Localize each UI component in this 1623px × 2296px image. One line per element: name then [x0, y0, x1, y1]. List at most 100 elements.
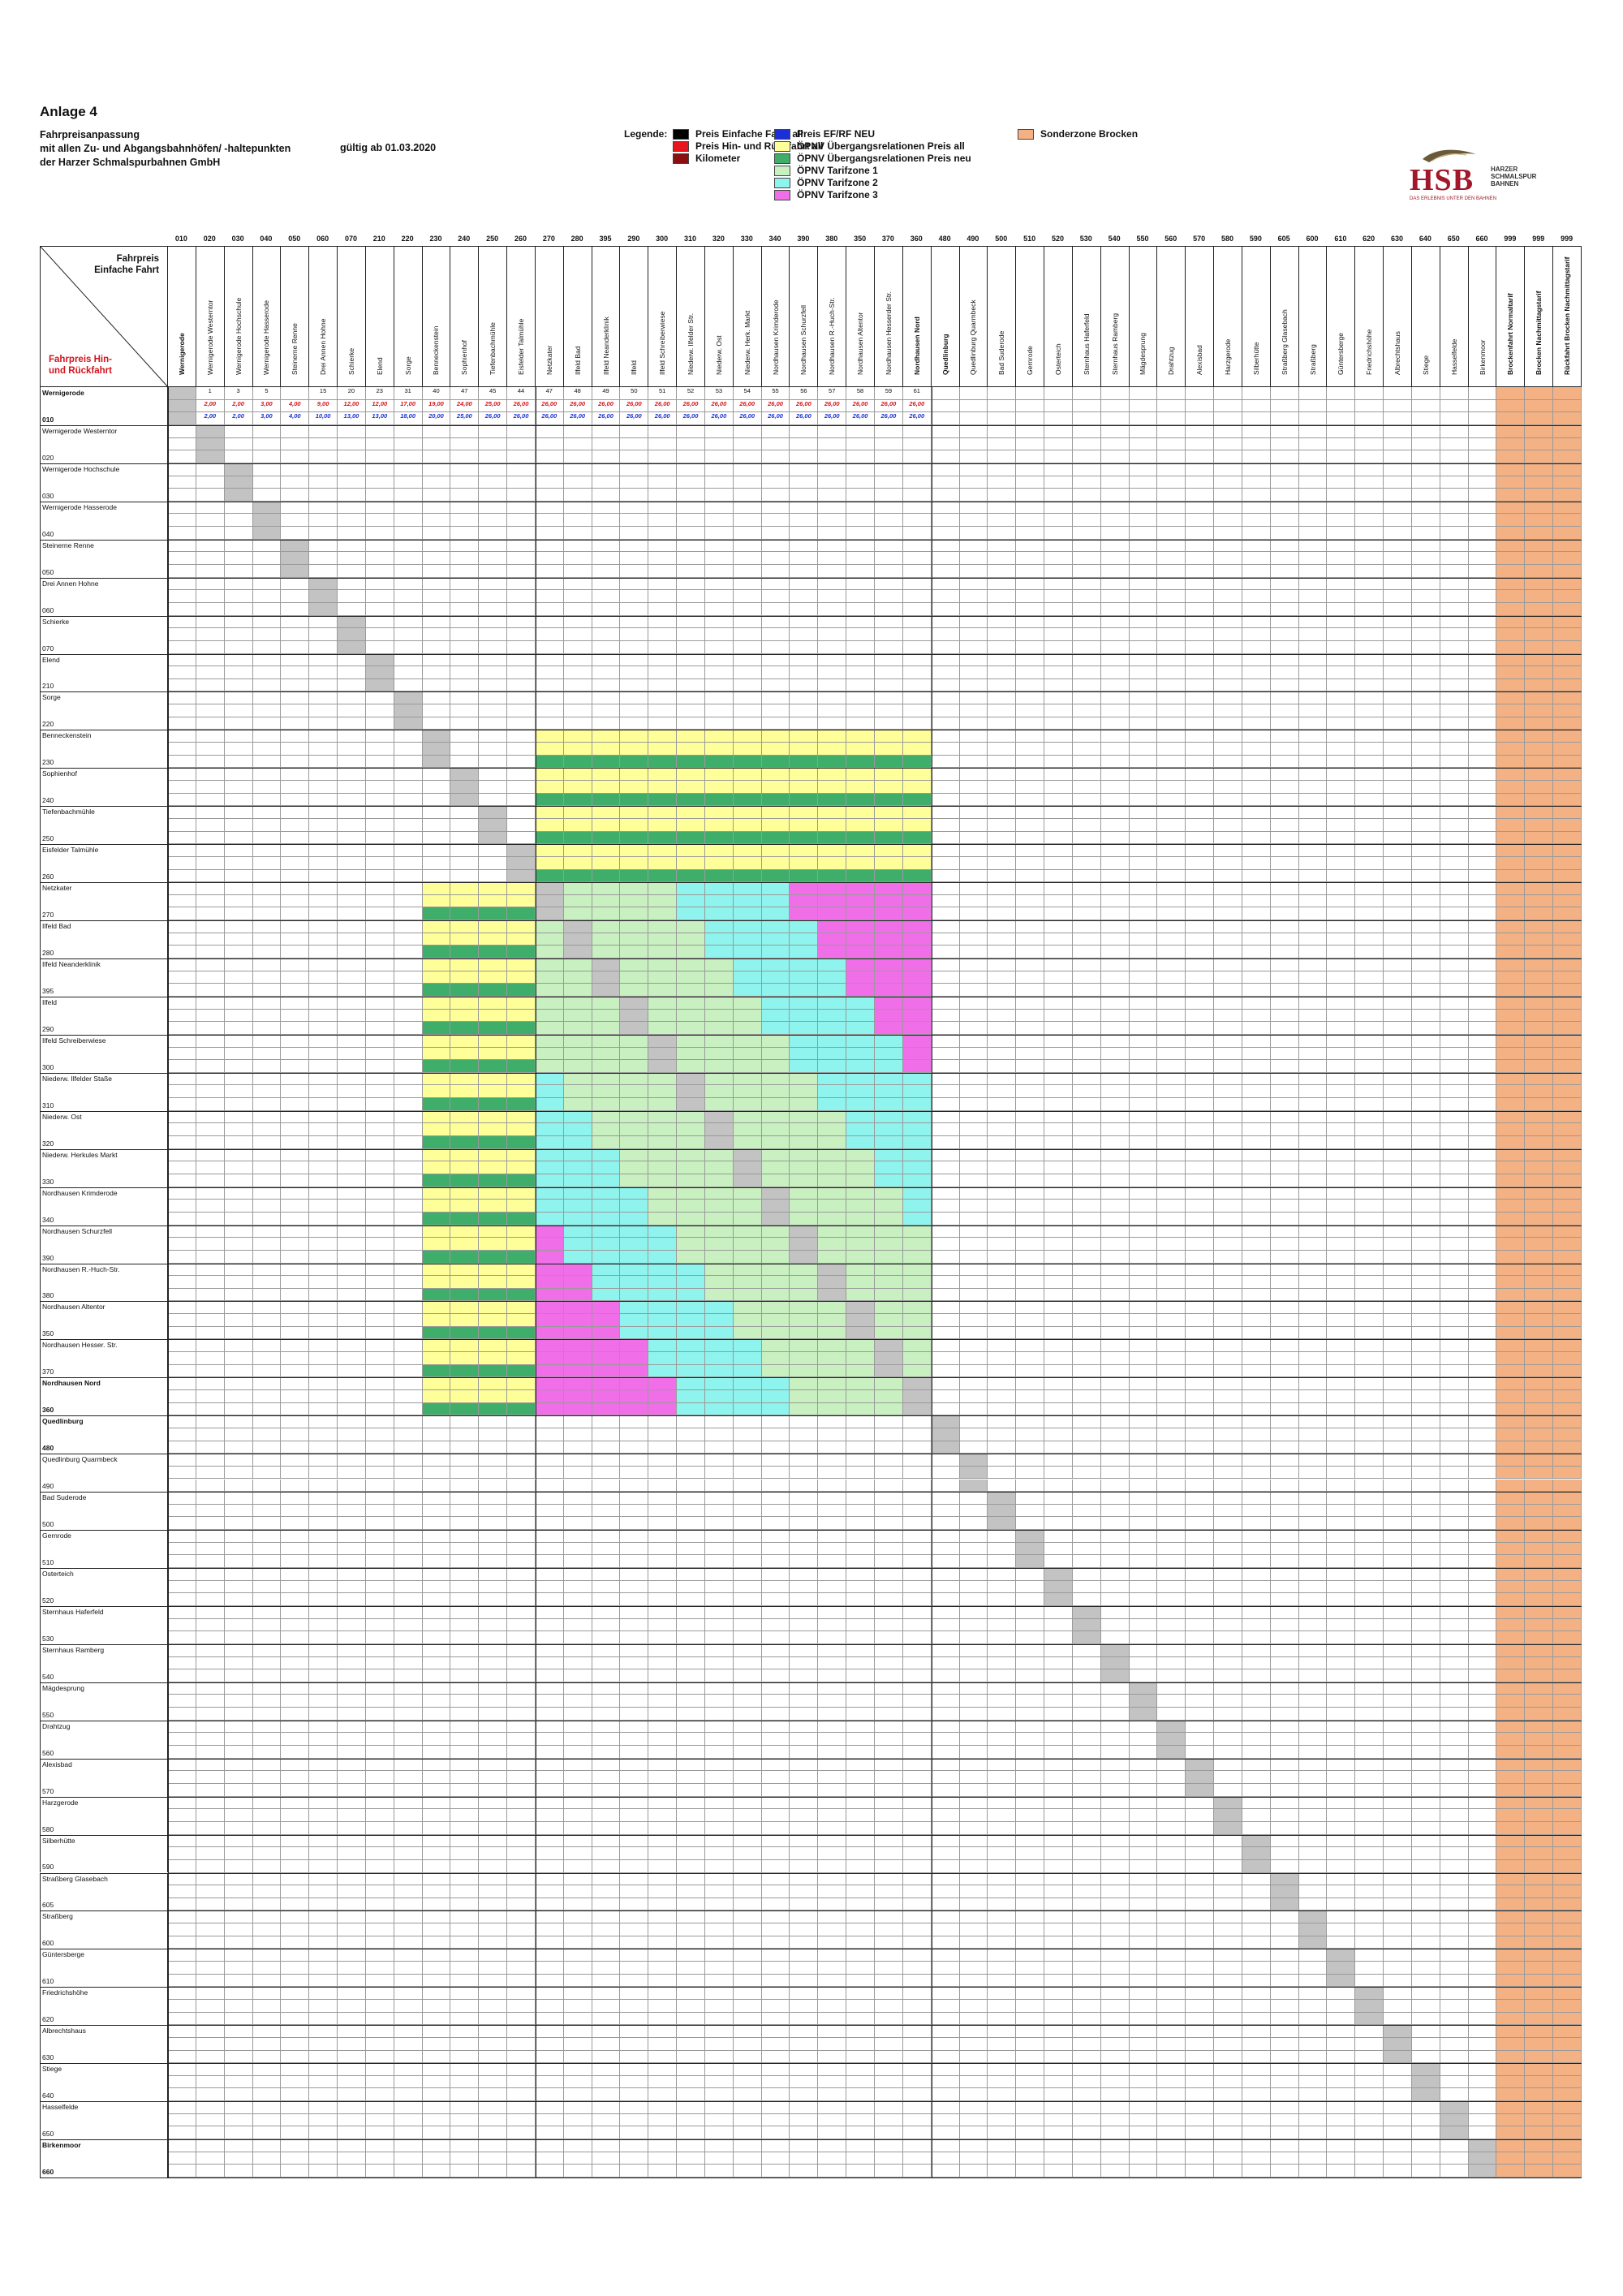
fare-cell	[309, 1352, 338, 1365]
column-header: Schierke	[338, 246, 366, 387]
fare-cell	[535, 1200, 564, 1213]
fare-cell	[338, 882, 366, 895]
fare-cell	[507, 1085, 536, 1099]
fare-cell	[1044, 615, 1073, 629]
fare-cell	[507, 1276, 536, 1289]
fare-cell	[1440, 1555, 1469, 1569]
fare-cell	[1355, 1225, 1384, 1238]
fare-cell	[648, 1492, 678, 1505]
fare-cell	[592, 1060, 621, 1073]
fare-cell	[620, 424, 649, 438]
fare-cell	[592, 463, 621, 476]
fare-cell	[1553, 565, 1582, 578]
fare-cell	[1129, 1060, 1158, 1073]
fare-cell	[846, 869, 875, 883]
fare-cell	[365, 666, 394, 679]
fare-cell	[931, 793, 960, 807]
fare-cell	[309, 768, 338, 781]
fare-cell	[252, 590, 282, 603]
fare-cell	[1496, 1568, 1526, 1581]
fare-cell	[1468, 450, 1497, 463]
fare-cell	[309, 1415, 338, 1428]
fare-cell	[1411, 1542, 1440, 1556]
fare-cell	[1186, 1098, 1215, 1111]
fare-cell	[1468, 971, 1497, 984]
fare-cell	[196, 666, 225, 679]
fare-cell	[761, 602, 790, 616]
fare-cell	[677, 565, 705, 578]
fare-cell	[422, 1593, 451, 1606]
fare-cell	[648, 463, 678, 476]
fare-cell	[1298, 1352, 1328, 1365]
fare-cell	[309, 577, 338, 591]
column-station-name: Wernigerode Hochschule	[234, 297, 243, 375]
fare-cell	[1100, 678, 1130, 692]
fare-cell	[818, 971, 847, 984]
column-station-name: Tiefenbachmühle	[489, 322, 497, 375]
fare-cell	[761, 743, 790, 756]
fare-cell	[168, 831, 196, 845]
fare-cell	[677, 894, 705, 908]
fare-cell	[704, 1517, 734, 1531]
fare-cell	[309, 1276, 338, 1289]
column-station-name: Nordhausen Altentor	[856, 312, 865, 376]
fare-cell	[479, 1339, 508, 1353]
fare-cell	[1553, 437, 1582, 451]
fare-cell	[479, 755, 508, 769]
fare-cell	[931, 437, 960, 451]
fare-cell	[1044, 1339, 1073, 1353]
fare-cell	[648, 971, 678, 984]
fare-cell	[761, 539, 790, 553]
fare-cell	[1157, 1263, 1186, 1277]
fare-cell	[224, 463, 253, 476]
fare-cell	[422, 1212, 451, 1226]
fare-cell	[535, 743, 564, 756]
column-station-name: Albrechtshaus	[1393, 331, 1402, 375]
fare-cell	[761, 717, 790, 730]
fare-cell	[875, 844, 903, 857]
fare-cell	[563, 615, 592, 629]
column-header: Brockenfahrt Normaltarif	[1496, 246, 1526, 387]
fare-cell	[252, 577, 282, 591]
fare-cell	[846, 844, 875, 857]
fare-cell	[1186, 602, 1215, 616]
fare-cell	[168, 1492, 196, 1505]
fare-cell	[761, 1428, 790, 1441]
fare-cell	[592, 1389, 621, 1403]
fare-cell	[959, 1136, 988, 1149]
fare-cell	[224, 1047, 253, 1061]
fare-cell	[790, 793, 819, 807]
fare-cell	[1298, 768, 1328, 781]
fare-cell	[507, 565, 536, 578]
fare-cell	[1298, 920, 1328, 933]
fare-cell	[875, 1136, 903, 1149]
fare-cell	[168, 1288, 196, 1302]
column-header: Nordhausen Hesserder Str.	[875, 246, 903, 387]
legend-text: Preis Hin- und Rückfahrt all	[695, 140, 824, 152]
fare-cell	[875, 971, 903, 984]
column-station-name: Ilfeld	[630, 360, 639, 375]
fare-cell	[818, 704, 847, 717]
fare-cell	[761, 1212, 790, 1226]
fare-cell	[1157, 1402, 1186, 1416]
fare-cell	[1100, 602, 1130, 616]
fare-cell	[252, 1492, 282, 1505]
fare-cell	[281, 424, 310, 438]
fare-cell	[1044, 1492, 1073, 1505]
fare-cell	[592, 653, 621, 667]
fare-cell	[902, 463, 932, 476]
fare-cell	[1044, 1593, 1073, 1606]
fare-cell	[1072, 1212, 1101, 1226]
fare-cell	[648, 1555, 678, 1569]
fare-cell	[168, 577, 196, 591]
fare-cell	[1044, 856, 1073, 870]
fare-cell	[1411, 463, 1440, 476]
fare-cell	[988, 793, 1017, 807]
fare-cell	[1214, 1389, 1242, 1403]
fare-cell	[1186, 933, 1215, 946]
fare-cell	[1298, 1428, 1328, 1441]
fare-cell	[1044, 781, 1073, 794]
fare-cell	[535, 1148, 564, 1162]
fare-cell	[1298, 590, 1328, 603]
fare-cell	[902, 1339, 932, 1353]
